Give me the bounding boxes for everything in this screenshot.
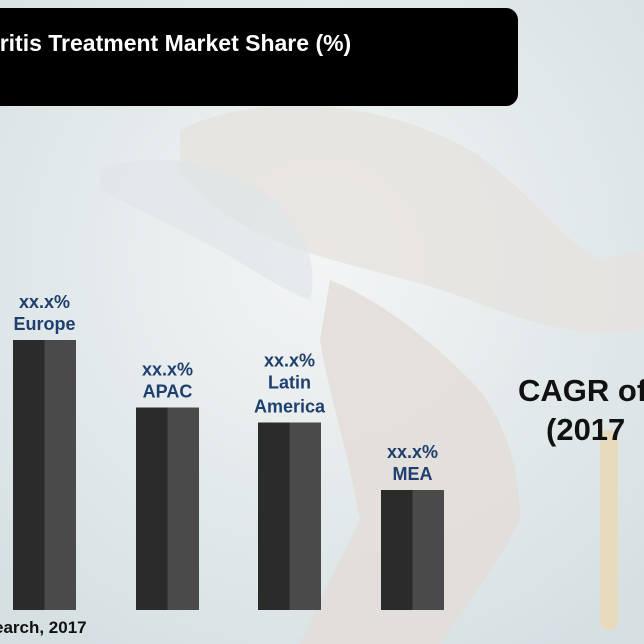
cagr-label: CAGR of — [518, 373, 644, 408]
category-label: Latin — [268, 373, 311, 393]
bar-apac — [136, 407, 199, 610]
chart-title: thritis Treatment Market Share (%) — [0, 30, 352, 56]
bar-latin-america — [258, 422, 321, 610]
category-label: APAC — [143, 382, 193, 402]
cagr-years: (2017 — [546, 412, 626, 447]
value-label: xx.x% — [387, 442, 438, 462]
title-banner: thritis Treatment Market Share (%) — [0, 8, 518, 106]
bar-europe — [13, 340, 76, 610]
category-label: Europe — [13, 314, 75, 334]
category-label: MEA — [393, 464, 433, 484]
value-label: xx.x% — [19, 292, 70, 312]
category-label: America — [254, 397, 326, 417]
value-label: xx.x% — [142, 360, 193, 380]
source-note: earch, 2017 — [0, 618, 87, 637]
bar-mea — [381, 490, 444, 610]
value-label: xx.x% — [264, 351, 315, 371]
